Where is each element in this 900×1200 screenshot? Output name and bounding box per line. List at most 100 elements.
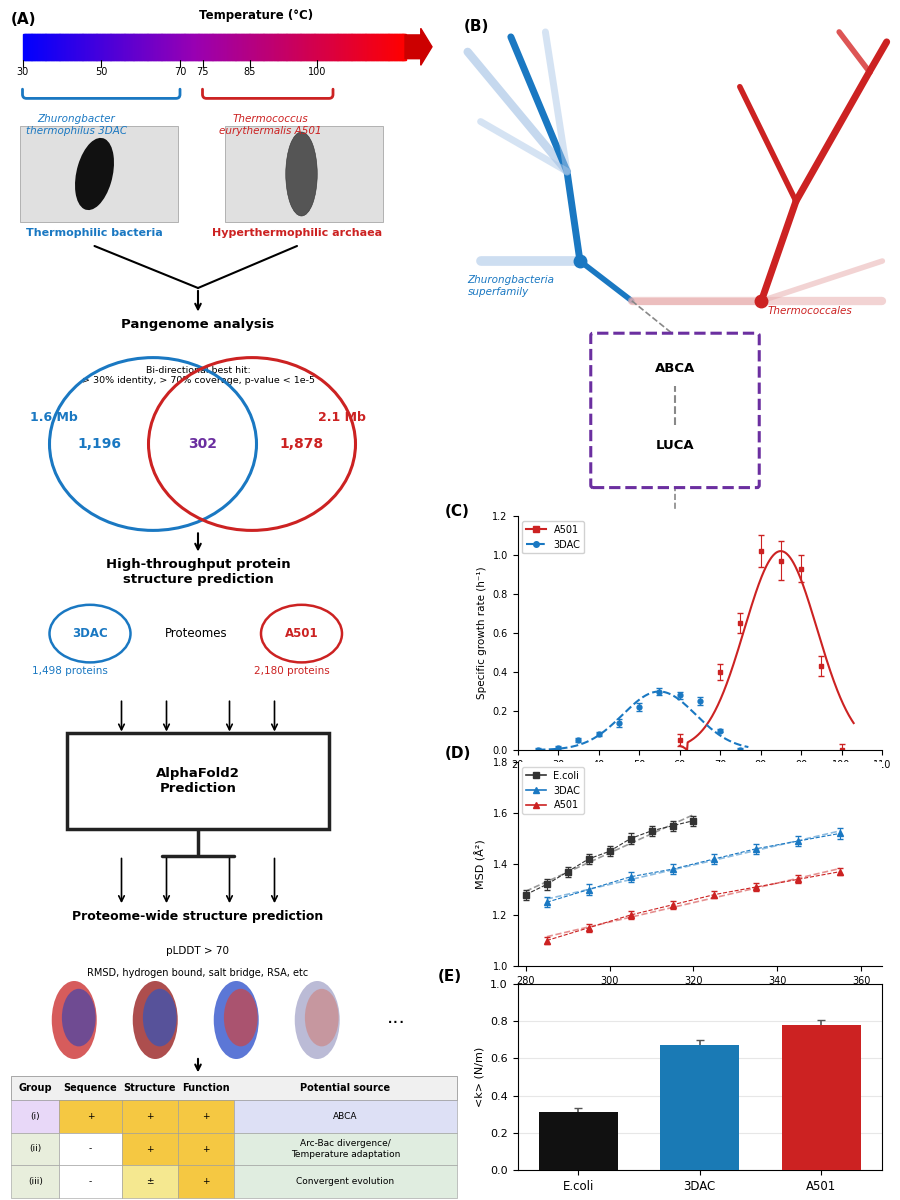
Bar xyxy=(170,34,173,60)
Bar xyxy=(391,34,393,60)
Bar xyxy=(161,34,164,60)
Bar xyxy=(340,34,343,60)
Bar xyxy=(94,34,96,60)
Text: -: - xyxy=(89,1177,92,1186)
Bar xyxy=(399,34,401,60)
Text: (A): (A) xyxy=(11,12,37,26)
FancyBboxPatch shape xyxy=(20,126,178,222)
Bar xyxy=(270,34,273,60)
FancyBboxPatch shape xyxy=(11,1133,59,1165)
Bar xyxy=(112,34,114,60)
Ellipse shape xyxy=(62,989,95,1046)
Bar xyxy=(377,34,380,60)
Ellipse shape xyxy=(305,989,338,1046)
Text: 3DAC: 3DAC xyxy=(72,628,108,640)
Text: 50: 50 xyxy=(95,67,107,77)
Text: Bi-directional best hit:
> 30% identity, > 70% coverage, p-value < 1e-5: Bi-directional best hit: > 30% identity,… xyxy=(82,366,314,385)
Bar xyxy=(308,34,310,60)
Bar xyxy=(62,34,65,60)
Bar xyxy=(326,34,328,60)
Bar xyxy=(135,34,138,60)
Ellipse shape xyxy=(52,982,97,1058)
Bar xyxy=(96,34,99,60)
Text: (iii): (iii) xyxy=(28,1177,43,1186)
Bar xyxy=(285,34,288,60)
Bar xyxy=(661,1045,739,1170)
Bar xyxy=(191,34,193,60)
Text: +: + xyxy=(202,1145,210,1153)
Bar xyxy=(276,34,279,60)
FancyBboxPatch shape xyxy=(11,1100,59,1133)
Bar xyxy=(187,34,190,60)
FancyBboxPatch shape xyxy=(122,1133,178,1165)
Bar xyxy=(328,34,329,60)
Text: Arc-Bac divergence/
Temperature adaptation: Arc-Bac divergence/ Temperature adaptati… xyxy=(291,1139,400,1159)
Ellipse shape xyxy=(224,989,257,1046)
Bar xyxy=(139,34,141,60)
Bar xyxy=(184,34,187,60)
Text: RMSD, hydrogen bound, salt bridge, RSA, etc: RMSD, hydrogen bound, salt bridge, RSA, … xyxy=(87,968,309,978)
Bar xyxy=(375,34,378,60)
Bar xyxy=(68,34,71,60)
Bar xyxy=(80,34,83,60)
Bar xyxy=(378,34,381,60)
Bar xyxy=(40,34,43,60)
Bar xyxy=(224,34,227,60)
Bar xyxy=(302,34,304,60)
Bar xyxy=(50,34,52,60)
Bar xyxy=(28,34,31,60)
Text: 1.6 Mb: 1.6 Mb xyxy=(30,412,78,424)
Bar xyxy=(63,34,66,60)
Bar xyxy=(160,34,163,60)
Bar xyxy=(184,34,185,60)
FancyBboxPatch shape xyxy=(590,334,760,487)
Text: 2.1 Mb: 2.1 Mb xyxy=(318,412,366,424)
Bar xyxy=(175,34,176,60)
Legend: A501, 3DAC: A501, 3DAC xyxy=(522,521,584,553)
Bar xyxy=(389,34,391,60)
Bar xyxy=(65,34,68,60)
Bar xyxy=(136,34,139,60)
Bar xyxy=(111,34,113,60)
Text: (C): (C) xyxy=(445,504,470,520)
Bar xyxy=(176,34,178,60)
Bar xyxy=(122,34,124,60)
Bar xyxy=(203,34,206,60)
Bar xyxy=(132,34,135,60)
Bar xyxy=(209,34,212,60)
Bar xyxy=(95,34,98,60)
Bar xyxy=(151,34,154,60)
Bar xyxy=(364,34,367,60)
Bar xyxy=(398,34,400,60)
Bar xyxy=(115,34,118,60)
Bar xyxy=(56,34,58,60)
Bar xyxy=(289,34,292,60)
Bar xyxy=(257,34,260,60)
Bar xyxy=(118,34,121,60)
Text: +: + xyxy=(202,1112,210,1121)
Bar xyxy=(341,34,344,60)
Bar xyxy=(150,34,153,60)
Bar xyxy=(368,34,371,60)
Bar xyxy=(39,34,41,60)
Bar xyxy=(313,34,316,60)
Bar xyxy=(87,34,90,60)
Bar xyxy=(86,34,89,60)
Y-axis label: <k> (N/m): <k> (N/m) xyxy=(474,1046,484,1108)
Bar xyxy=(164,34,166,60)
Bar xyxy=(264,34,266,60)
Bar xyxy=(347,34,350,60)
Bar xyxy=(57,34,59,60)
Bar xyxy=(198,34,201,60)
Bar xyxy=(137,34,139,60)
Bar xyxy=(359,34,362,60)
Text: +: + xyxy=(146,1145,153,1153)
Bar xyxy=(194,34,197,60)
FancyBboxPatch shape xyxy=(59,1133,122,1165)
Bar xyxy=(44,34,47,60)
Bar xyxy=(148,34,151,60)
Bar xyxy=(231,34,234,60)
Bar xyxy=(301,34,303,60)
Text: 100: 100 xyxy=(308,67,327,77)
Bar xyxy=(396,34,399,60)
